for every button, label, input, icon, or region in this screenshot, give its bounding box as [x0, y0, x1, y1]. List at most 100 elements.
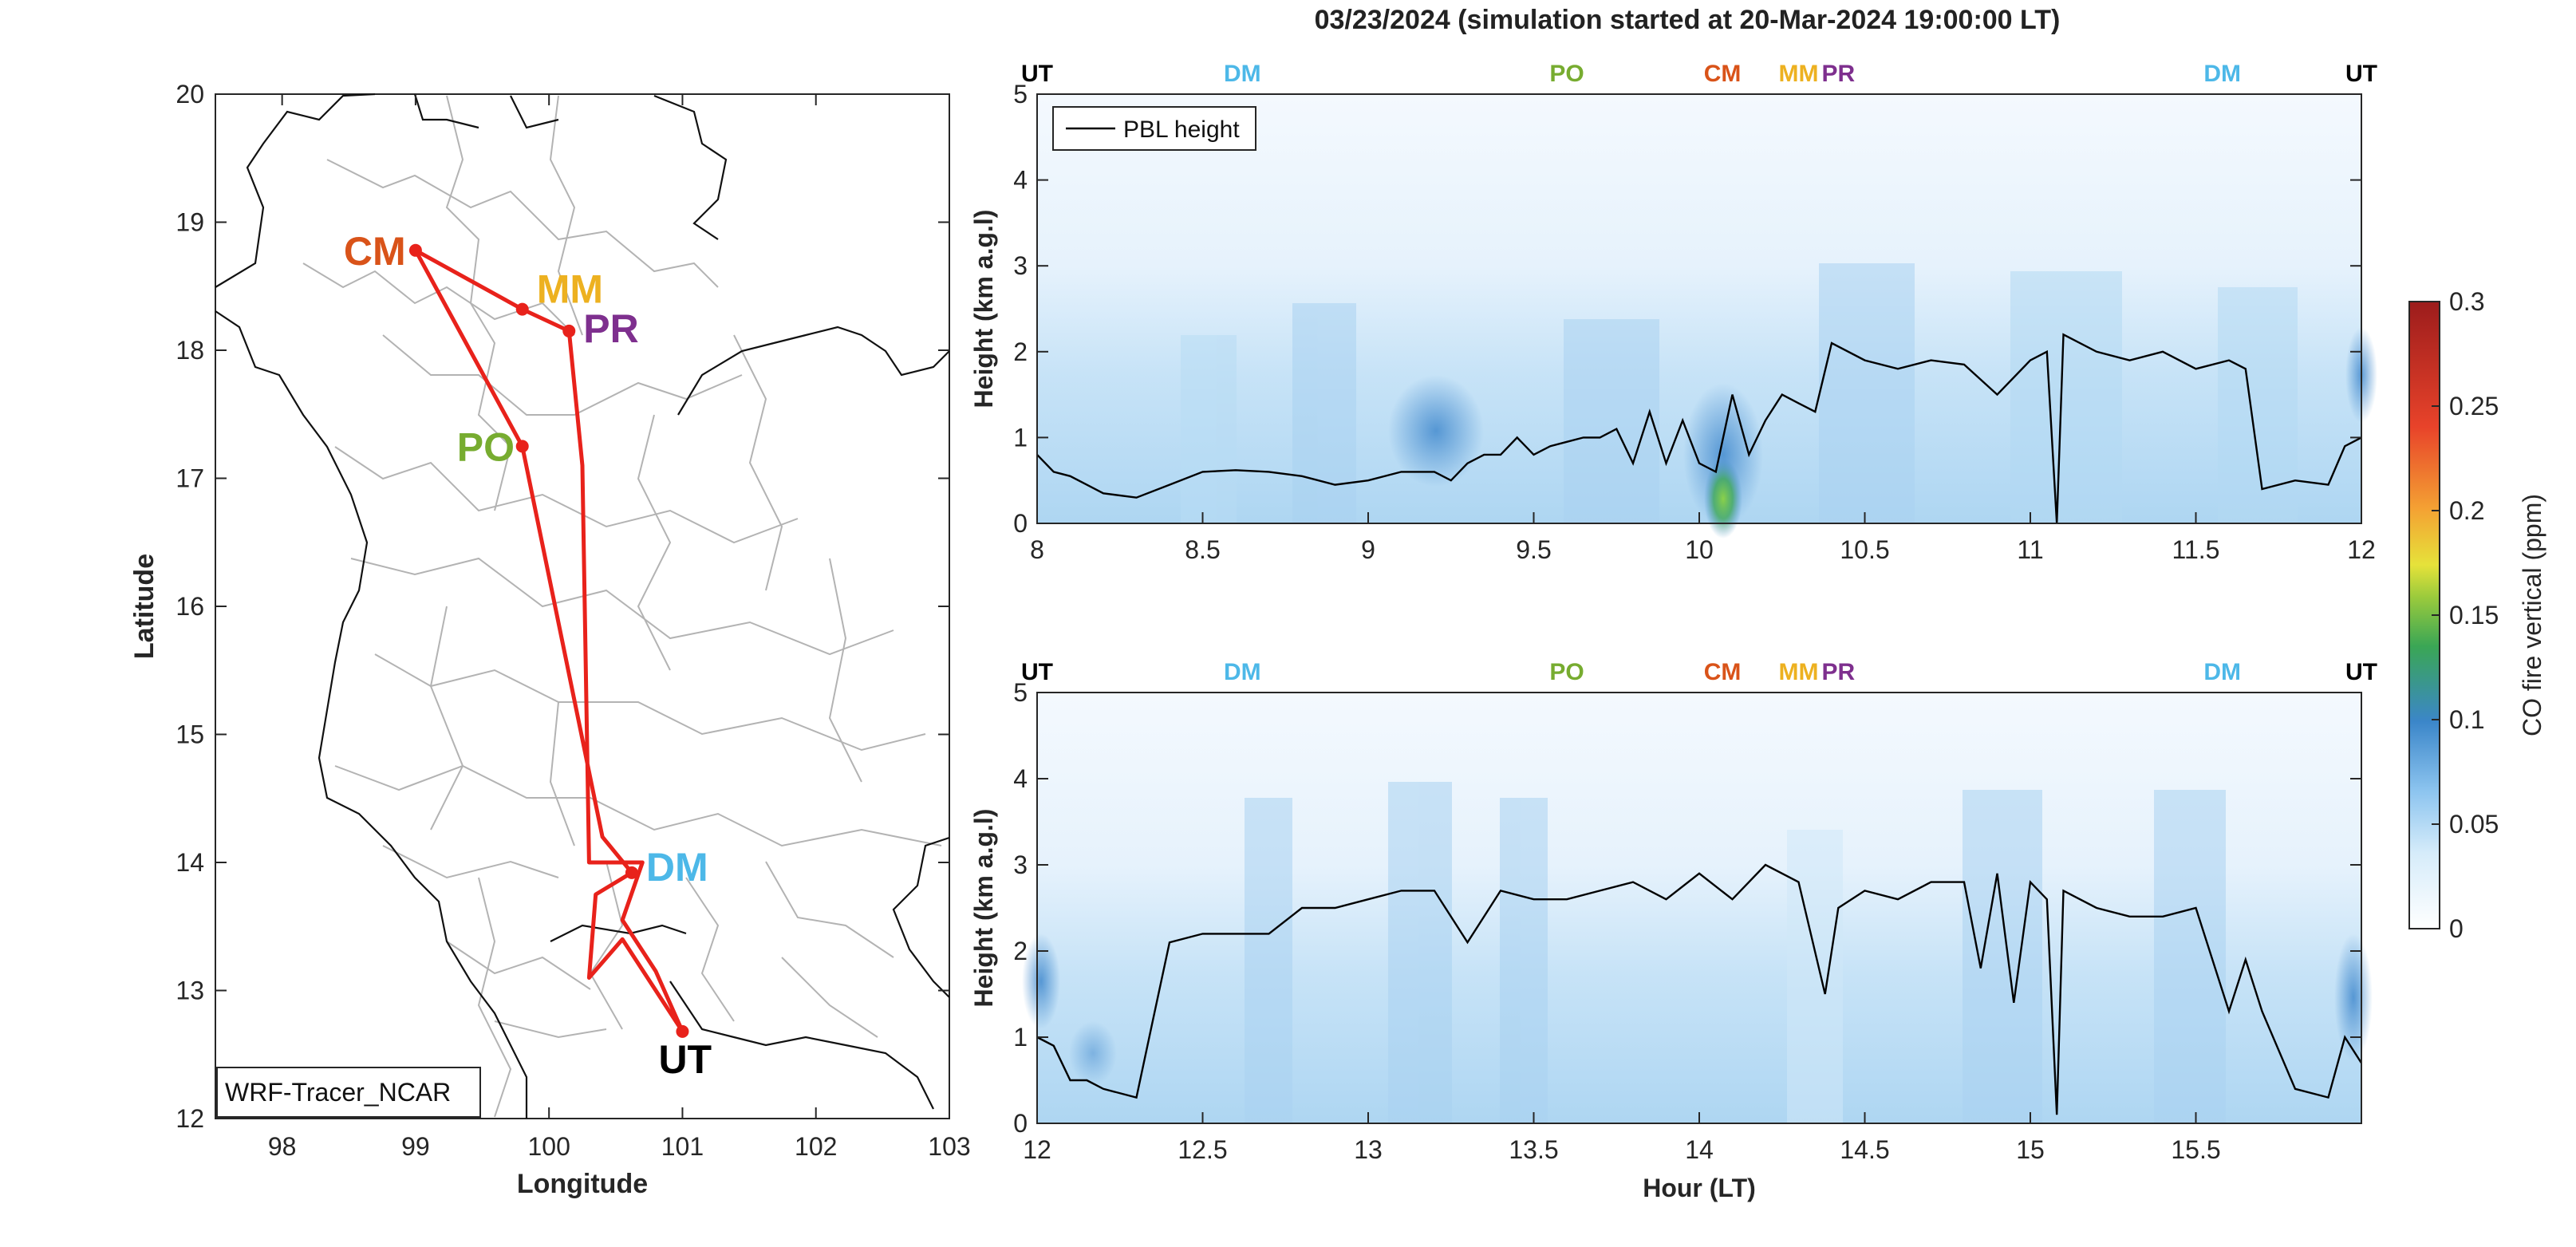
heatmap-bottom-site-label: DM	[2203, 659, 2241, 685]
heatmap-bottom-streak	[2154, 790, 2226, 1123]
heatmap-bottom-streak	[1787, 830, 1843, 1123]
pbl-legend: PBL height	[1052, 106, 1256, 151]
heatmap-bottom-texture	[1245, 782, 2226, 1123]
heatmap-bottom-plume	[1022, 933, 1060, 1029]
map-y-tick-label: 19	[176, 208, 204, 237]
heatmap-top-x-tick-label: 12	[2347, 535, 2376, 564]
colorbar-label: CO fire vertical (ppm)	[2518, 494, 2546, 736]
heatmap-bottom-plume	[1069, 1021, 1117, 1085]
heatmap-top-streak	[1292, 303, 1356, 523]
heatmap-top-x-tick-label: 8	[1030, 535, 1044, 564]
heatmap-bottom-x-tick-label: 13.5	[1509, 1135, 1558, 1164]
heatmap-bottom-site-markers: UT DM PO CM MM PR DM UT	[1021, 659, 2377, 685]
heatmap-top-pbl-line	[1036, 333, 2362, 524]
heatmap-top-streak	[2010, 271, 2122, 523]
map-site-marker	[625, 866, 638, 879]
heatmap-top-site-label: UT	[1021, 61, 1053, 87]
colorbar-tick-label: 0.2	[2449, 496, 2484, 525]
colorbar-tick-label: 0.25	[2449, 392, 2499, 420]
heatmap-top-site-label: DM	[1224, 61, 1261, 87]
map-y-tick-label: 16	[176, 592, 204, 621]
heatmap-top-y-tick-label: 1	[1013, 423, 1028, 452]
colorbar-tick-label: 0	[2449, 914, 2464, 943]
heatmap-top-y-tick-label: 5	[1013, 80, 1028, 109]
map-x-tick-label: 102	[795, 1132, 837, 1161]
heatmap-top-x-tick-label: 10.5	[1840, 535, 1889, 564]
heatmap-top-streak	[1819, 263, 1915, 523]
heatmap-top-site-label: PO	[1549, 61, 1584, 87]
heatmap-top-x-tick-label: 11	[2017, 535, 2043, 564]
map-site-label: PR	[583, 306, 638, 351]
map-annotation-box	[216, 1067, 481, 1118]
province-borders	[302, 95, 942, 1118]
heatmap-top-y-axis-label: Height (km a.g.l)	[969, 210, 998, 408]
map-y-tick-label: 12	[176, 1104, 204, 1133]
heatmap-bottom-plume	[2334, 933, 2373, 1061]
heatmap-top-fire-plume	[1704, 459, 1742, 539]
heatmap-top-y-tick-label: 4	[1013, 166, 1028, 195]
heatmap-top-site-label: PR	[1821, 61, 1855, 87]
heatmap-top-x-tick-label: 9	[1361, 535, 1375, 564]
heatmap-top-y-tick-label: 2	[1013, 337, 1028, 366]
heatmap-bottom-x-tick-label: 14.5	[1840, 1135, 1889, 1164]
map-y-ticks: 12 13 14 15 16 17 18 19 20	[176, 80, 949, 1133]
map-site-label: DM	[646, 845, 708, 890]
map-axes-box	[215, 93, 950, 1119]
map-site-label: CM	[344, 229, 406, 274]
pbl-legend-label: PBL height	[1123, 116, 1240, 143]
map-y-tick-label: 17	[176, 464, 204, 493]
heatmap-top-streak	[1181, 335, 1237, 523]
map-site-marker	[515, 440, 529, 453]
heatmap-bottom-streak	[1388, 782, 1452, 1123]
heatmap-bottom-site-label: PR	[1821, 659, 1855, 685]
heatmap-bottom-x-tick-label: 15	[2016, 1135, 2045, 1164]
heatmap-bottom-y-tick-label: 3	[1013, 850, 1028, 879]
heatmap-top-streak	[1564, 319, 1659, 523]
heatmap-bottom-y-tick-label: 0	[1013, 1109, 1028, 1138]
heatmap-top-streak	[2218, 287, 2298, 523]
map-site-label: PO	[457, 424, 515, 469]
heatmap-top-x-tick-label: 9.5	[1516, 535, 1551, 564]
map-y-axis-label: Latitude	[129, 554, 160, 659]
heatmap-bottom-y-tick-label: 2	[1013, 937, 1028, 965]
heatmap-top-plume	[1388, 375, 1484, 487]
map-y-tick-label: 18	[176, 336, 204, 365]
heatmap-bottom-y-tick-label: 4	[1013, 764, 1028, 793]
colorbar-tick-label: 0.15	[2449, 601, 2499, 629]
map-y-tick-label: 13	[176, 977, 204, 1005]
map-x-axis-label: Longitude	[517, 1169, 648, 1199]
heatmap-bottom-site-label: PO	[1549, 659, 1584, 685]
route-line	[413, 248, 684, 1033]
heatmap-bottom-x-tick-label: 12.5	[1178, 1135, 1227, 1164]
heatmap-bottom-site-label: UT	[1021, 659, 1053, 685]
map-annotation-text: WRF-Tracer_NCAR	[225, 1078, 451, 1107]
map-x-tick-label: 99	[401, 1132, 430, 1161]
heatmap-bottom-streak	[1500, 798, 1548, 1123]
heatmap-bottom-streak	[1963, 790, 2042, 1123]
heatmap-top-plume	[1683, 383, 1763, 527]
colorbar: 0 0.05 0.1 0.15 0.2 0.25 0.3 CO fire vertical …	[2408, 287, 2546, 943]
heatmap-bottom-x-ticks: 12 12.5 13 13.5 14 14.5 15 15.5	[1023, 1112, 2221, 1164]
map-y-tick-label: 15	[176, 720, 204, 749]
heatmap-top-site-markers: UT DM PO CM MM PR DM UT	[1021, 61, 2377, 87]
heatmap-bottom-y-axis-label: Height (km a.g.l)	[969, 809, 998, 1008]
heatmap-top-y-tick-label: 0	[1013, 509, 1028, 538]
heatmap-bottom-x-tick-label: 12	[1023, 1135, 1051, 1164]
heatmap-bottom-pbl-line	[1036, 863, 2363, 1115]
heatmap-top-y-ticks: 0 1 2 3 4 5	[1013, 80, 2361, 538]
heatmap-bottom-x-tick-label: 13	[1354, 1135, 1383, 1164]
heatmap-top-x-tick-label: 10	[1685, 535, 1714, 564]
map-site-label: UT	[658, 1037, 712, 1082]
colorbar-ticks: 0 0.05 0.1 0.15 0.2 0.25 0.3	[2432, 287, 2499, 943]
map-site-label: MM	[537, 267, 603, 312]
heatmap-top-site-label: UT	[2345, 61, 2377, 87]
heatmap-bottom-x-axis-label: Hour (LT)	[1643, 1174, 1756, 1202]
heatmap-top-x-tick-label: 8.5	[1185, 535, 1220, 564]
map-x-tick-label: 101	[661, 1132, 704, 1161]
heatmap-top-x-ticks: 8 8.5 9 9.5 10 10.5 11 11.5 12	[1030, 512, 2376, 564]
map-y-tick-label: 20	[176, 80, 204, 109]
